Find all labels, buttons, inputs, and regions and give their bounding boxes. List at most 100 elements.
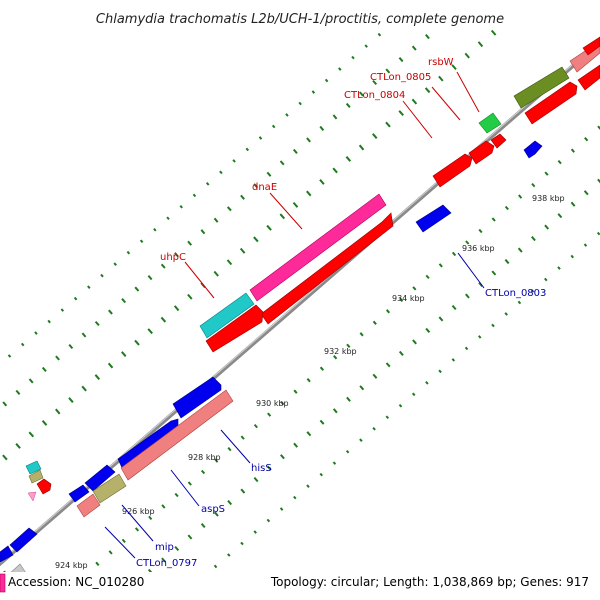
- tick-mark: [319, 472, 323, 477]
- tick-mark: [425, 381, 429, 385]
- gene-features: [0, 36, 600, 595]
- gene-feature[interactable]: [513, 66, 570, 109]
- gene-label-aspS[interactable]: aspS: [201, 504, 225, 515]
- tick-mark: [465, 293, 470, 299]
- tick-mark: [81, 332, 87, 338]
- gene-feature[interactable]: [76, 493, 101, 518]
- tick-mark: [166, 216, 170, 221]
- tick-mark: [94, 320, 100, 327]
- gene-feature[interactable]: [9, 527, 38, 553]
- gene-label-uhpC[interactable]: uhpC: [160, 252, 186, 263]
- gene-feature[interactable]: [415, 204, 452, 233]
- tick-mark: [107, 362, 114, 369]
- tick-mark: [28, 378, 34, 384]
- tick-mark: [240, 488, 246, 494]
- tick-mark: [245, 147, 250, 152]
- gene-feature[interactable]: [84, 464, 116, 492]
- tick-mark: [359, 91, 364, 97]
- tick-mark: [160, 263, 166, 269]
- tick-mark: [451, 64, 457, 71]
- tick-mark: [266, 465, 272, 471]
- gene-feature[interactable]: [92, 473, 127, 504]
- tick-mark: [333, 355, 338, 360]
- gene-feature[interactable]: [25, 460, 42, 475]
- gene-feature[interactable]: [468, 140, 495, 165]
- gene-feature[interactable]: [260, 212, 394, 325]
- tick-mark: [451, 358, 456, 362]
- tick-mark: [359, 332, 364, 337]
- tick-mark: [359, 438, 363, 442]
- tick-mark: [226, 206, 232, 212]
- gene-feature[interactable]: [478, 112, 502, 134]
- tick-mark: [531, 236, 536, 242]
- gene-label-mip[interactable]: mip: [155, 542, 174, 553]
- gene-feature[interactable]: [36, 478, 52, 495]
- gene-feature[interactable]: [432, 153, 473, 188]
- tick-mark: [20, 342, 25, 347]
- gene-feature[interactable]: [523, 140, 543, 159]
- gene-feature[interactable]: [249, 193, 387, 302]
- tick-mark: [47, 319, 51, 324]
- tick-mark: [399, 297, 404, 303]
- footer-background: [0, 572, 600, 600]
- tick-mark: [412, 286, 417, 291]
- topology-summary: Topology: circular; Length: 1,038,869 bp…: [270, 575, 589, 589]
- tick-mark: [15, 389, 21, 395]
- gene-feature[interactable]: [577, 64, 600, 91]
- tick-mark: [490, 29, 497, 36]
- tick-mark: [55, 355, 60, 361]
- tick-mark: [68, 343, 74, 350]
- tick-mark: [192, 193, 197, 198]
- tick-mark: [531, 182, 536, 188]
- tick-mark: [285, 113, 289, 117]
- kbp-label: 932 kbp: [324, 347, 357, 356]
- tick-mark: [271, 124, 276, 129]
- gene-feature[interactable]: [490, 133, 507, 149]
- tick-mark: [324, 78, 329, 83]
- tick-mark: [544, 171, 549, 176]
- tick-mark: [372, 373, 378, 379]
- tick-mark: [73, 296, 78, 301]
- tick-mark: [504, 312, 508, 316]
- gene-feature[interactable]: [120, 389, 234, 481]
- tick-mark: [213, 564, 218, 569]
- tick-mark: [94, 374, 101, 380]
- tick-mark: [584, 137, 589, 142]
- gene-feature[interactable]: [68, 484, 90, 503]
- tick-mark: [293, 389, 298, 394]
- tick-mark: [411, 45, 417, 51]
- tick-mark: [258, 136, 263, 140]
- tick-mark: [200, 229, 206, 235]
- gene-feature[interactable]: [27, 491, 37, 502]
- tick-mark: [332, 114, 338, 120]
- tick-mark: [530, 289, 535, 293]
- gene-feature[interactable]: [582, 36, 600, 56]
- tick-mark: [28, 431, 35, 438]
- tick-mark: [385, 68, 391, 74]
- gene-label-hisS[interactable]: hisS: [251, 463, 272, 474]
- gene-label-rsbW[interactable]: rsbW: [428, 57, 454, 68]
- gene-feature[interactable]: [0, 545, 14, 563]
- gene-label-CTLon_0805[interactable]: CTLon_0805: [370, 72, 431, 83]
- map-title: Chlamydia trachomatis L2b/UCH-1/proctiti…: [96, 12, 504, 27]
- gene-feature[interactable]: [199, 292, 255, 339]
- tick-mark: [81, 385, 87, 392]
- tick-mark: [319, 419, 325, 425]
- tick-mark: [377, 32, 382, 37]
- tick-mark: [232, 159, 236, 163]
- gene-label-dnaE[interactable]: dnaE: [252, 182, 277, 193]
- kbp-label: 930 kbp: [256, 399, 289, 408]
- footer-legend-swatch: [0, 573, 6, 593]
- gene-label-CTLon_0797[interactable]: CTLon_0797: [136, 558, 197, 569]
- gene-feature[interactable]: [172, 376, 222, 419]
- gene-feature[interactable]: [524, 81, 578, 125]
- gene-label-CTLon_0804[interactable]: CTLon_0804: [344, 90, 405, 101]
- tick-mark: [60, 308, 65, 312]
- tick-mark: [279, 213, 286, 220]
- tick-mark: [292, 148, 298, 154]
- gene-feature[interactable]: [205, 304, 264, 353]
- gene-feature[interactable]: [28, 469, 44, 484]
- gene-label-CTLon_0803[interactable]: CTLon_0803: [485, 288, 546, 299]
- tick-mark: [292, 201, 299, 208]
- tick-mark: [179, 205, 183, 209]
